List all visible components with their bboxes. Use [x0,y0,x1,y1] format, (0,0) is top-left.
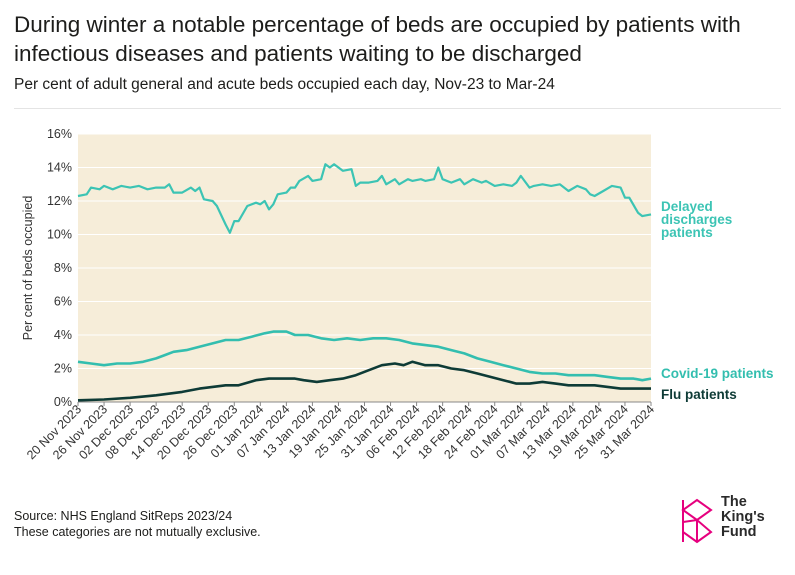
kings-fund-logo: The King's Fund [680,494,780,550]
y-tick-label: 8% [54,261,72,275]
series-label-covid-19: Covid-19 patients [661,366,774,381]
logo-line-2: King's [721,509,765,525]
footnote: These categories are not mutually exclus… [14,525,261,539]
logo-line-1: The [721,494,747,510]
logo-wordmark: The King's Fund [721,495,765,540]
y-tick-label: 0% [54,395,72,409]
y-tick-label: 4% [54,328,72,342]
chart-subtitle: Per cent of adult general and acute beds… [14,76,555,93]
series-label-flu: Flu patients [661,387,737,402]
y-tick-label: 14% [47,161,72,175]
y-tick-label: 12% [47,194,72,208]
series-line-covid-19 [77,330,652,382]
chart-title: During winter a notable percentage of be… [14,12,741,66]
source-note: Source: NHS England SitReps 2023/24 [14,509,233,523]
logo-line-3: Fund [721,524,757,540]
header-divider [14,108,781,109]
y-tick-label: 6% [54,295,72,309]
y-axis-title: Per cent of beds occupied [21,196,35,341]
y-tick-label: 2% [54,362,72,376]
series-label-delayed-discharges: discharges [661,212,732,227]
kings-fund-logo-icon [681,498,713,544]
series-line-delayed-discharges [77,163,652,234]
y-tick-label: 16% [47,127,72,141]
chart-notes: Source: NHS England SitReps 2023/24 Thes… [14,508,261,540]
series-label-delayed-discharges: Delayed [661,199,713,214]
series-label-delayed-discharges: patients [661,225,713,240]
y-tick-label: 10% [47,228,72,242]
series-line-flu [77,360,651,402]
